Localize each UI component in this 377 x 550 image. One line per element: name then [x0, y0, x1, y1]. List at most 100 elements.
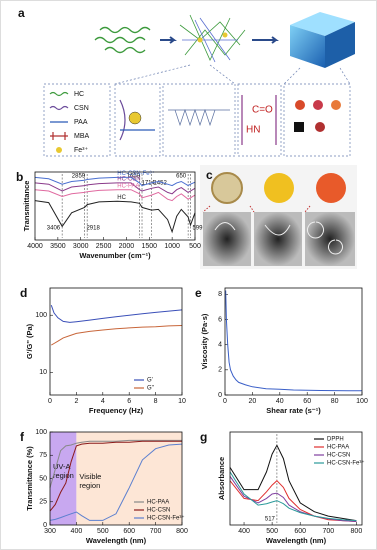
- series-line: [51, 325, 183, 346]
- panel-label: b: [16, 170, 23, 184]
- x-tick-label: 0: [223, 398, 227, 405]
- x-tick-label: 6: [127, 398, 131, 405]
- y-tick-label: 50: [39, 475, 47, 482]
- legend-label: HC-CSN-Fe³⁺: [147, 515, 185, 522]
- series-line: [229, 471, 357, 522]
- series-label: HC-PAA: [117, 183, 139, 189]
- x-axis-label: Wavelength (nm): [266, 536, 327, 545]
- photos: [200, 165, 357, 269]
- x-tick-label: 600: [294, 528, 306, 535]
- region: [76, 432, 182, 525]
- legend-label: Fe³⁺: [74, 147, 89, 154]
- x-tick-label: 1500: [141, 243, 157, 250]
- zoom-boxes: [43, 64, 351, 157]
- peak-label: 2859: [72, 174, 86, 180]
- peak-label: 2918: [86, 226, 100, 232]
- peak-label: 599: [192, 226, 203, 232]
- plot-frame: [229, 431, 363, 526]
- x-tick-label: 2500: [96, 243, 112, 250]
- hc-chains: [94, 26, 151, 54]
- y-axis-label: Viscosity (Pa·s): [200, 313, 209, 369]
- y-tick-label: 8: [218, 291, 222, 298]
- x-axis-label: Shear rate (s⁻¹): [266, 406, 321, 415]
- series-label: HC-CSN-Fe³⁺: [117, 170, 154, 177]
- series-label: HC-CSN: [117, 176, 140, 182]
- y-tick-label: 25: [39, 499, 47, 506]
- x-tick-label: 400: [71, 528, 83, 535]
- series-line: [34, 189, 196, 202]
- series-line: [229, 444, 357, 522]
- series-line: [49, 443, 183, 521]
- y-tick-label: 0: [43, 522, 47, 529]
- y-tick-label: 100: [35, 429, 47, 436]
- series-line: [34, 200, 196, 234]
- series-line: [34, 182, 196, 195]
- series-label: HC: [117, 195, 126, 201]
- panel-label: a: [18, 6, 25, 20]
- x-axis-label: Frequency (Hz): [89, 406, 144, 415]
- x-tick-label: 600: [123, 528, 135, 535]
- x-tick-label: 3500: [50, 243, 66, 250]
- y-tick-label: 75: [39, 452, 47, 459]
- y-tick-label: 0: [218, 392, 222, 399]
- x-tick-label: 100: [356, 398, 368, 405]
- bond-label: HN: [246, 125, 260, 136]
- y-tick-label: 6: [218, 316, 222, 323]
- x-tick-label: 300: [44, 528, 56, 535]
- plot-frame: [49, 431, 183, 526]
- y-tick-label: 2: [218, 367, 222, 374]
- y-tick-label: 10: [39, 369, 47, 376]
- legend-label: HC-CSN-Fe³⁺: [327, 460, 365, 467]
- x-tick-label: 500: [266, 528, 278, 535]
- x-tick-label: 20: [249, 398, 257, 405]
- panel-label: d: [20, 286, 27, 300]
- legend-label: CSN: [74, 105, 89, 112]
- series-line: [49, 439, 182, 488]
- panel-label: c: [206, 168, 213, 182]
- zoom-details: [119, 95, 341, 145]
- region-label: Visible region: [79, 472, 101, 490]
- y-axis-label: G'/G'' (Pa): [25, 323, 34, 359]
- y-axis-label: Transmittance: [22, 181, 31, 232]
- legend-label: G': [147, 378, 153, 384]
- panel-label: g: [200, 430, 207, 444]
- x-axis-label: Wavelength (nm): [86, 536, 147, 545]
- y-axis-label: Absorbance: [217, 457, 226, 500]
- legend-glyphs: [49, 91, 69, 153]
- x-tick-label: 400: [238, 528, 250, 535]
- peak-label: 3406: [47, 226, 61, 232]
- region: [50, 432, 77, 525]
- legend-label: HC-PAA: [327, 445, 349, 451]
- y-axis-label: Transmittance (%): [25, 446, 34, 511]
- x-tick-label: 1000: [164, 243, 180, 250]
- arrow: [252, 36, 279, 44]
- plot-frame: [224, 287, 363, 396]
- x-tick-label: 4000: [27, 243, 43, 250]
- x-tick-label: 700: [322, 528, 334, 535]
- network: [179, 14, 246, 63]
- legend-label: HC-CSN: [327, 453, 350, 459]
- x-axis-label: Wavenumber (cm⁻¹): [79, 251, 151, 260]
- x-tick-label: 3000: [73, 243, 89, 250]
- plot-frame: [34, 171, 196, 241]
- x-tick-label: 4: [101, 398, 105, 405]
- region-label: UV-A region: [53, 462, 74, 480]
- series-line: [225, 290, 363, 392]
- legend-label: HC-PAA: [147, 500, 169, 506]
- x-tick-label: 80: [331, 398, 339, 405]
- x-tick-label: 2: [74, 398, 78, 405]
- legend-label: MBA: [74, 133, 90, 140]
- x-tick-label: 700: [150, 528, 162, 535]
- x-tick-label: 500: [189, 243, 201, 250]
- x-tick-label: 8: [154, 398, 158, 405]
- peak-label: 1452: [153, 181, 167, 187]
- bond-label: C=O: [252, 105, 273, 116]
- legend-label: G'': [147, 386, 154, 392]
- series-line: [229, 480, 357, 522]
- x-tick-label: 800: [176, 528, 188, 535]
- legend-label: HC: [74, 91, 84, 98]
- series-line: [50, 305, 183, 323]
- panel-label: e: [195, 286, 202, 300]
- peak-label: 1659: [127, 174, 141, 180]
